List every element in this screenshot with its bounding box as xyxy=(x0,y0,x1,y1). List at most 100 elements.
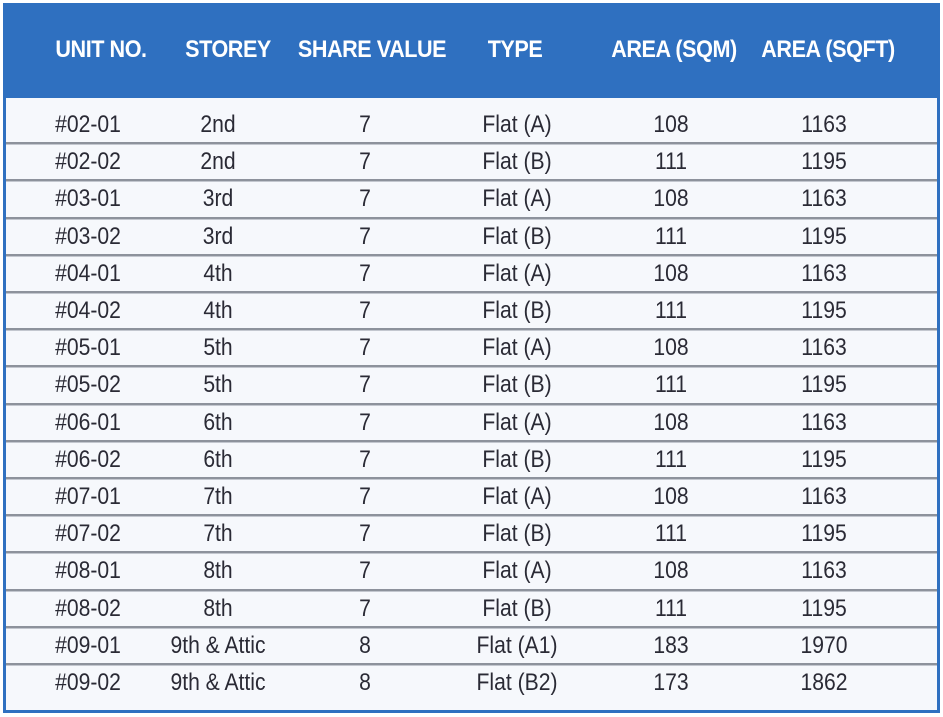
table-cell: #05-01 xyxy=(55,334,121,362)
table-cell: 1195 xyxy=(801,520,847,548)
table-cell: 3rd xyxy=(202,222,234,250)
table-cell: #03-01 xyxy=(55,185,121,213)
table-cell: Flat (A) xyxy=(482,334,552,362)
table-cell: 5th xyxy=(203,371,233,399)
table-cell: #09-01 xyxy=(55,631,121,659)
row-separator xyxy=(6,365,937,369)
table-cell: 108 xyxy=(653,185,689,213)
table-cell: 7 xyxy=(359,594,371,622)
table-cell: 111 xyxy=(654,148,688,176)
row-separator xyxy=(6,477,937,480)
row-separator xyxy=(6,514,937,518)
table-cell: 7 xyxy=(359,520,371,548)
table-cell: #05-02 xyxy=(55,371,121,399)
table-cell: 1195 xyxy=(801,222,847,250)
row-separator xyxy=(6,588,937,592)
table-cell: Flat (B) xyxy=(482,297,552,324)
table-cell: 7 xyxy=(359,445,371,473)
table-cell: 7 xyxy=(359,222,371,250)
table-cell: 1195 xyxy=(801,371,847,399)
table-cell: 7th xyxy=(203,520,233,548)
table-cell: #03-02 xyxy=(55,222,121,250)
row-separator xyxy=(6,551,937,555)
table-cell: 1163 xyxy=(801,408,847,436)
table-cell: 7 xyxy=(359,185,371,213)
table-cell: 1195 xyxy=(801,445,847,473)
table-cell: Flat (A1) xyxy=(476,631,558,659)
table-cell: Flat (B) xyxy=(482,520,552,548)
table-cell: 2nd xyxy=(200,111,236,138)
table-cell: 8th xyxy=(203,594,233,622)
table-cell: 7 xyxy=(359,297,371,324)
table-cell: 8 xyxy=(359,631,371,659)
table-cell: #04-01 xyxy=(55,259,121,287)
table-cell: #06-02 xyxy=(55,445,121,473)
table-cell: 111 xyxy=(654,520,688,548)
table-cell: Flat (B) xyxy=(482,371,552,399)
table-cell: #07-01 xyxy=(55,483,121,510)
table-cell: 111 xyxy=(654,297,688,324)
table-cell: 7th xyxy=(203,483,233,510)
table-cell: 1195 xyxy=(801,148,847,176)
table-cell: 1195 xyxy=(801,594,847,622)
table-cell: Flat (A) xyxy=(482,408,552,436)
table-cell: 6th xyxy=(203,445,233,473)
table-cell: 108 xyxy=(653,111,689,138)
column-header: UNIT NO. xyxy=(55,36,147,63)
row-separator xyxy=(6,402,937,406)
table-cell: #08-01 xyxy=(55,557,121,585)
table-cell: 108 xyxy=(653,259,689,287)
table-cell: 2nd xyxy=(200,148,236,176)
table-cell: #09-02 xyxy=(55,669,121,696)
table-cell: 1862 xyxy=(800,669,848,696)
table-cell: 1163 xyxy=(801,557,847,585)
table-cell: Flat (B) xyxy=(482,148,552,176)
table-cell: 183 xyxy=(653,631,689,659)
row-separator xyxy=(6,179,937,183)
column-header: STOREY xyxy=(185,36,271,63)
table-cell: 8th xyxy=(203,557,233,585)
table-cell: 108 xyxy=(653,334,689,362)
table-cell: 9th & Attic xyxy=(170,669,266,696)
table-cell: Flat (A) xyxy=(482,259,552,287)
table-cell: 111 xyxy=(654,222,688,250)
table-cell: Flat (B) xyxy=(482,445,552,473)
table-cell: #06-01 xyxy=(55,408,121,436)
table-cell: Flat (B) xyxy=(482,222,552,250)
table-cell: #02-02 xyxy=(55,148,121,176)
table-cell: Flat (B) xyxy=(482,594,552,622)
table-frame: UNIT NO. STOREY SHARE VALUE TYPE AREA (SQM) A… xyxy=(3,3,940,713)
column-header: AREA (SQM) xyxy=(611,36,737,63)
row-separator xyxy=(6,439,937,443)
table-cell: 9th & Attic xyxy=(170,631,266,659)
table-cell: #08-02 xyxy=(55,594,121,622)
table-cell: 7 xyxy=(359,334,371,362)
table-cell: 7 xyxy=(359,483,371,510)
table-cell: 7 xyxy=(359,148,371,176)
table-cell: 8 xyxy=(359,669,371,696)
table-cell: 111 xyxy=(654,594,688,622)
table-cell: Flat (A) xyxy=(482,185,552,213)
table-cell: 6th xyxy=(203,408,233,436)
row-separator xyxy=(6,328,937,332)
table-cell: 108 xyxy=(653,408,689,436)
row-separator xyxy=(6,142,937,146)
row-separator xyxy=(6,253,937,257)
table-cell: 4th xyxy=(203,259,233,287)
table-cell: 7 xyxy=(359,371,371,399)
table-cell: 3rd xyxy=(202,185,234,213)
table-cell: 1163 xyxy=(801,483,847,510)
column-header: AREA (SQFT) xyxy=(761,36,895,63)
header-band: UNIT NO. STOREY SHARE VALUE TYPE AREA (SQM) A… xyxy=(6,6,937,98)
table-cell: 1163 xyxy=(801,185,847,213)
table-cell: 1195 xyxy=(801,297,847,324)
row-separator xyxy=(6,663,937,666)
table-cell: Flat (A) xyxy=(482,111,552,138)
table-cell: 108 xyxy=(653,557,689,585)
table-cell: Flat (A) xyxy=(482,483,552,510)
table-cell: 7 xyxy=(359,111,371,138)
table-cell: #02-01 xyxy=(55,111,121,138)
row-separator xyxy=(6,625,937,629)
table-cell: Flat (A) xyxy=(482,557,552,585)
